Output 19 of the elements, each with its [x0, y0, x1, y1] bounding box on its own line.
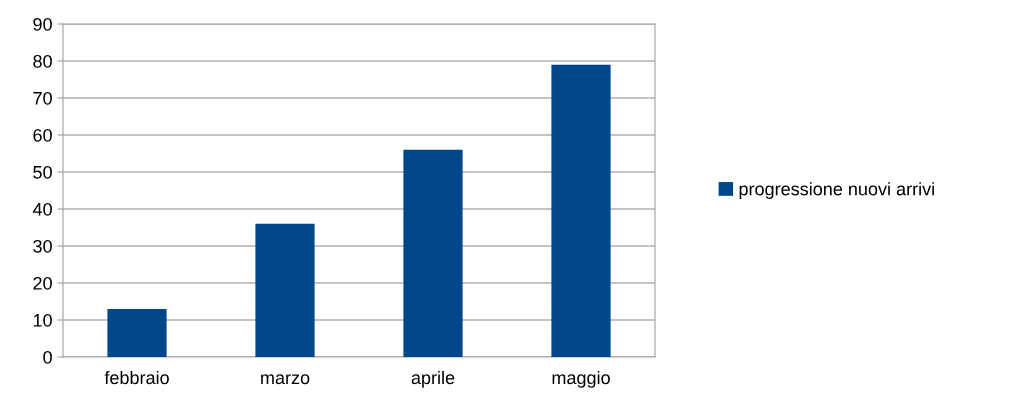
bar	[107, 308, 167, 357]
y-tick-label: 50	[33, 165, 52, 179]
y-tick-label: 10	[33, 313, 52, 327]
bar	[255, 223, 315, 357]
y-tick-label: 20	[33, 276, 52, 290]
y-tick-label: 0	[43, 350, 52, 364]
x-tick-label: febbraio	[104, 370, 169, 385]
x-tick-label: aprile	[411, 370, 455, 388]
y-tick-label: 70	[33, 91, 52, 105]
y-tick-label: 40	[32, 202, 52, 216]
y-tick-label: 60	[33, 128, 52, 142]
y-tick-label: 30	[33, 239, 52, 253]
bar	[551, 64, 611, 357]
legend-label: progressione nuovi arrivi	[739, 182, 934, 199]
x-tick-label: marzo	[261, 374, 310, 385]
bar	[403, 149, 463, 357]
y-tick-label: 80	[33, 54, 52, 68]
x-tick-label: maggio	[552, 370, 610, 388]
y-tick-label: 90	[33, 17, 52, 31]
